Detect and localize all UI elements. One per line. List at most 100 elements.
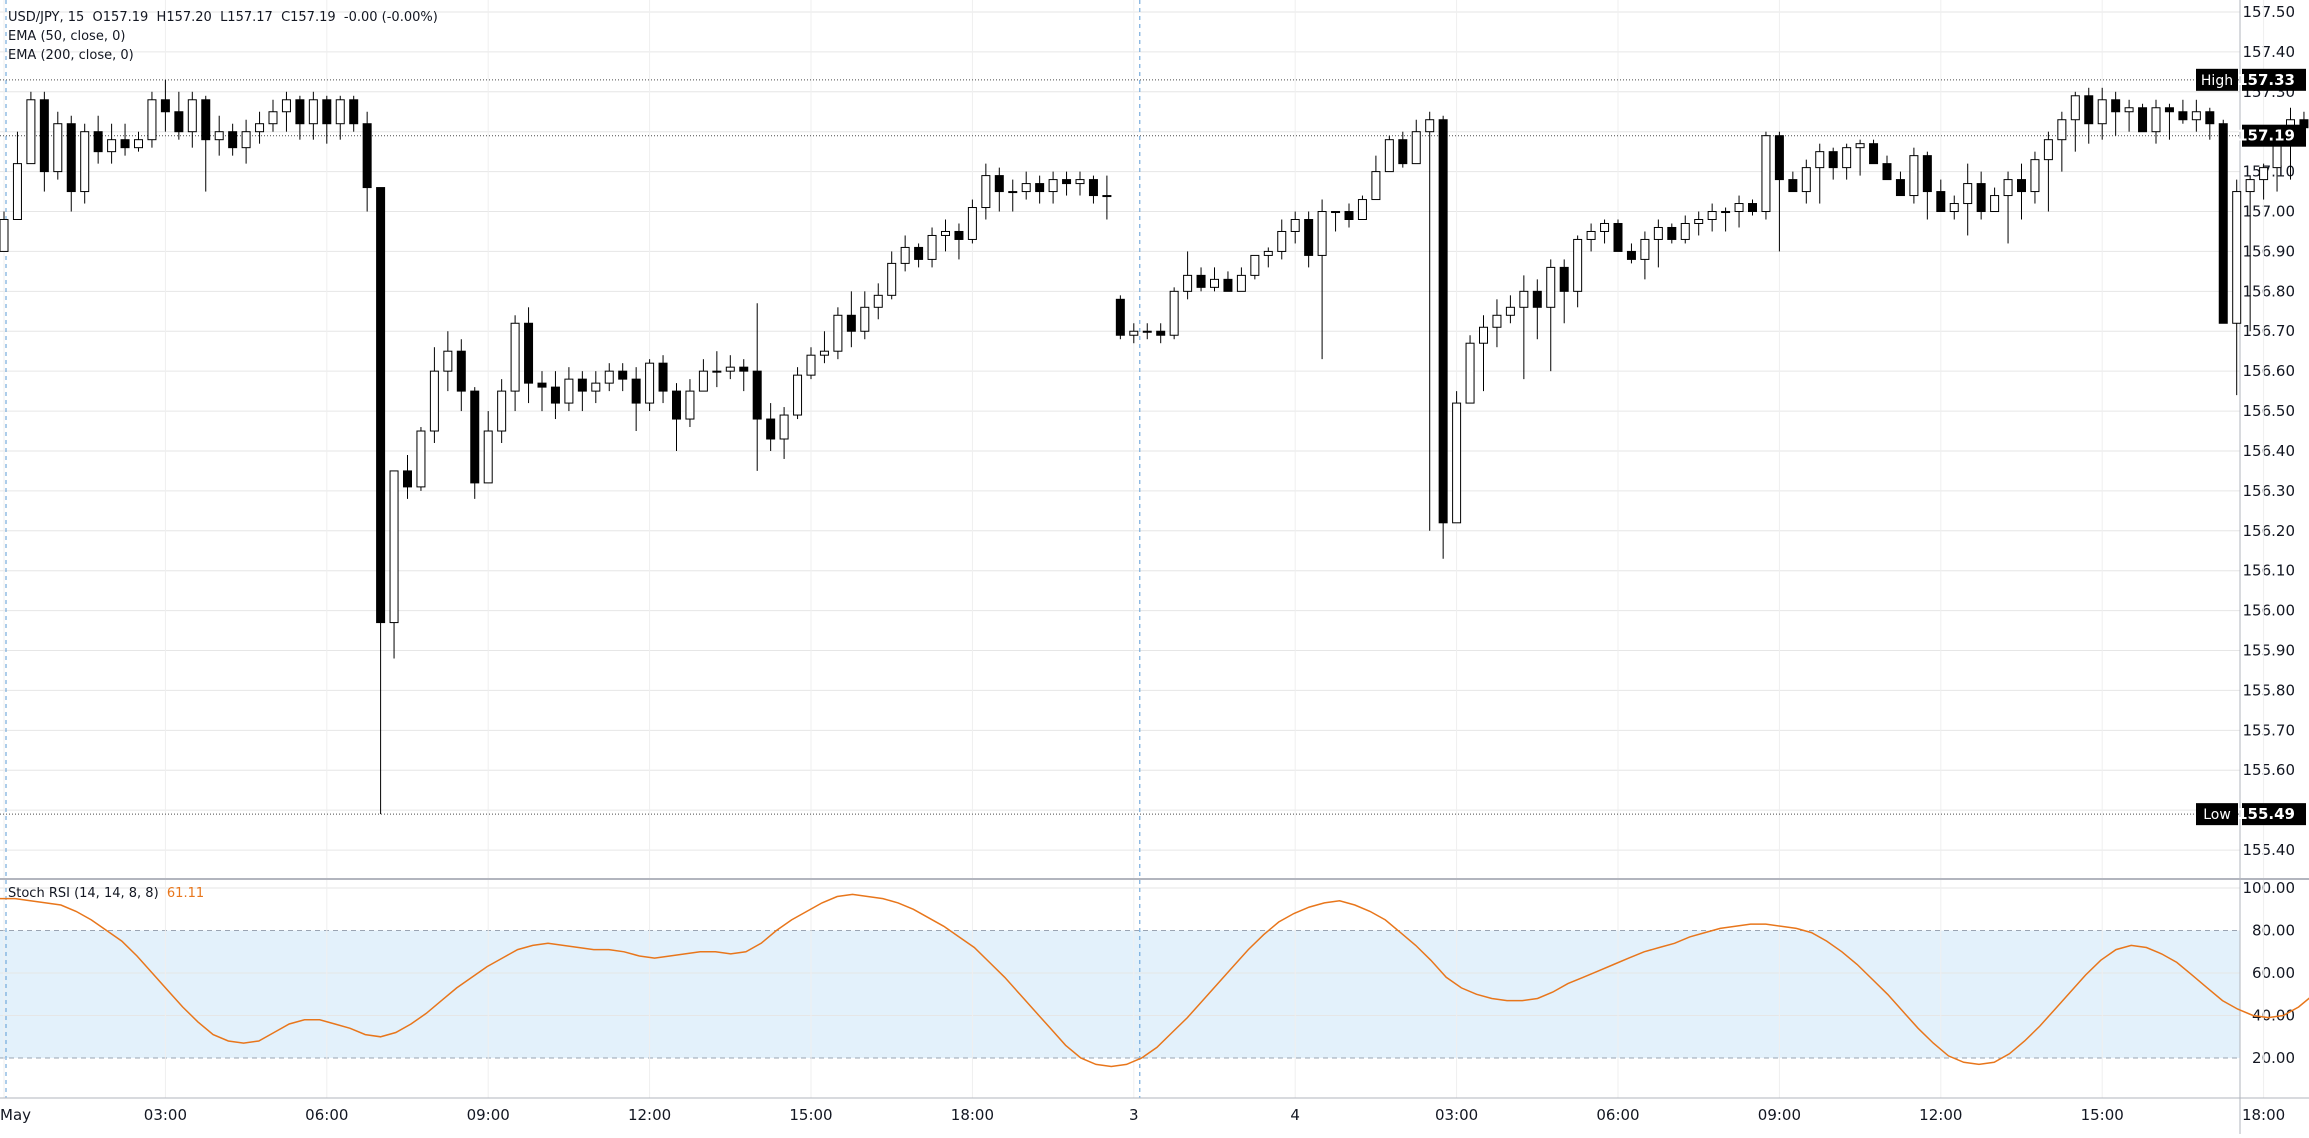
candle-up xyxy=(134,139,143,149)
candle-up xyxy=(1761,135,1771,213)
stoch-band xyxy=(0,930,2240,1058)
candle-up xyxy=(1694,219,1704,224)
candle-up xyxy=(0,219,9,252)
candle-up xyxy=(1452,402,1462,524)
candle-up xyxy=(967,207,977,240)
time-tick-label: 09:00 xyxy=(467,1106,510,1124)
candle-down xyxy=(322,99,332,125)
candle-down xyxy=(349,99,359,125)
candle-up xyxy=(1586,230,1596,240)
candle-up xyxy=(241,131,251,149)
candle-up xyxy=(1505,306,1515,316)
candle-up xyxy=(1129,330,1139,336)
candle-down xyxy=(1115,298,1125,336)
stoch-tick-label: 60.00 xyxy=(2252,964,2295,982)
candle-up xyxy=(1331,211,1341,214)
candle-down xyxy=(954,230,964,240)
candle-down xyxy=(1532,290,1542,308)
price-tick-label: 157.50 xyxy=(2243,3,2296,21)
candle-up xyxy=(698,370,708,392)
candle-down xyxy=(1626,250,1636,260)
current-price-tag xyxy=(2242,124,2306,147)
price-tick-label: 156.40 xyxy=(2243,442,2296,460)
candle-up xyxy=(712,370,722,373)
candle-down xyxy=(1788,179,1798,193)
candle-up xyxy=(1465,342,1475,404)
candle-up xyxy=(725,366,735,372)
time-tick-label: 06:00 xyxy=(1596,1106,1639,1124)
current-price-value: 157.19 xyxy=(2237,127,2295,145)
time-tick-label: 12:00 xyxy=(628,1106,671,1124)
candle-down xyxy=(524,322,534,384)
candle-up xyxy=(591,382,601,392)
stoch-tick-label: 40.00 xyxy=(2252,1007,2295,1025)
candle-up xyxy=(1949,203,1959,213)
high-price-value: 157.33 xyxy=(2237,71,2295,89)
candle-up xyxy=(981,175,991,209)
candle-up xyxy=(779,414,789,440)
candle-down xyxy=(295,99,305,125)
candle-down xyxy=(672,390,681,420)
candle-up xyxy=(1734,203,1744,213)
candle-up xyxy=(2097,99,2107,125)
high-badge xyxy=(2196,68,2238,91)
candle-up xyxy=(483,430,493,484)
price-tick-label: 156.80 xyxy=(2243,282,2296,300)
candle-up xyxy=(927,234,937,260)
high-price-tag xyxy=(2242,68,2306,91)
candle-up xyxy=(2191,111,2201,121)
candle-down xyxy=(2164,107,2174,113)
candle-up xyxy=(873,294,883,308)
candle-up xyxy=(604,370,614,384)
candle-down xyxy=(1035,183,1045,193)
candle-down xyxy=(1196,274,1206,288)
candle-up xyxy=(1842,147,1852,169)
candle-down xyxy=(2111,99,2121,113)
candle-up xyxy=(1290,219,1300,232)
candle-up xyxy=(1169,290,1179,336)
candle-up xyxy=(12,163,22,220)
price-tick-label: 157.10 xyxy=(2243,163,2296,181)
candle-down xyxy=(1869,143,1879,165)
candle-down xyxy=(1156,330,1166,336)
candle-up xyxy=(1546,266,1556,308)
time-tick-label: 3 xyxy=(1129,1106,1139,1124)
candle-up xyxy=(1653,226,1663,240)
candle-down xyxy=(2205,111,2215,125)
candle-up xyxy=(2057,119,2067,141)
candle-up xyxy=(1277,230,1287,252)
candle-down xyxy=(403,470,412,488)
candle-up xyxy=(1479,326,1488,344)
candle-up xyxy=(26,99,36,165)
candle-down xyxy=(39,99,49,173)
candle-down xyxy=(201,99,211,141)
price-tick-label: 155.40 xyxy=(2243,841,2296,859)
candle-down xyxy=(631,378,641,404)
candle-up xyxy=(1371,171,1381,201)
candle-down xyxy=(2138,107,2148,133)
price-tick-label: 156.60 xyxy=(2243,362,2296,380)
stoch-rsi-value: 61.11 xyxy=(166,886,205,901)
candle-up xyxy=(281,99,291,113)
candle-down xyxy=(550,386,560,404)
candle-down xyxy=(1438,119,1448,524)
candle-up xyxy=(2003,179,2013,197)
low-price-tag xyxy=(2242,803,2306,826)
time-tick-label: 4 xyxy=(1290,1106,1300,1124)
time-tick-label: 03:00 xyxy=(144,1106,187,1124)
candle-up xyxy=(793,374,803,416)
candle-up xyxy=(268,111,278,125)
candle-down xyxy=(1774,135,1784,181)
candle-down xyxy=(1922,155,1932,193)
price-tick-label: 157.40 xyxy=(2243,43,2296,61)
time-tick-label: 18:00 xyxy=(951,1106,994,1124)
candle-down xyxy=(1559,266,1569,292)
candle-down xyxy=(228,131,238,149)
candle-down xyxy=(470,390,480,484)
candle-up xyxy=(887,262,897,296)
stoch-rsi-line xyxy=(0,893,2309,1068)
price-tick-label: 155.90 xyxy=(2243,642,2296,660)
candle-up xyxy=(1263,250,1273,256)
